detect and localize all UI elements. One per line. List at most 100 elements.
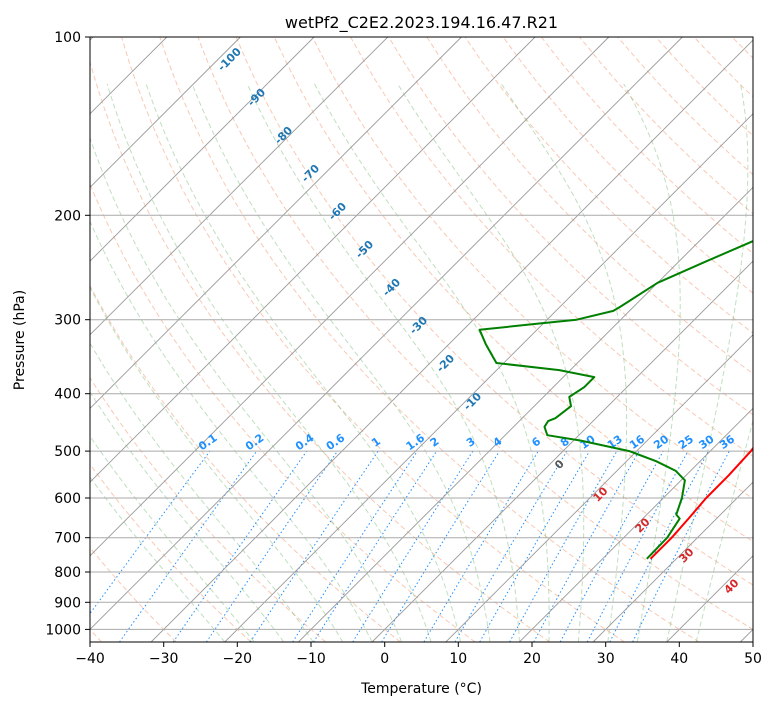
series-line (649, 446, 753, 560)
mixing-ratio-line (509, 450, 618, 642)
y-tick-label: 200 (54, 208, 81, 224)
mixing-ratio-line (313, 450, 438, 642)
y-tick-label: 900 (54, 595, 81, 611)
moist-adiabat-label: 20 (633, 515, 653, 535)
isotherm-line (298, 186, 753, 642)
series-line (478, 240, 753, 560)
isotherm-line (90, 37, 683, 631)
moist-adiabat-label: 10 (591, 484, 611, 504)
mixing-ratio-line (249, 450, 379, 642)
moist-adiabat-line (90, 476, 226, 642)
moist-adiabat-line (90, 286, 344, 642)
isotherm-line (90, 37, 536, 483)
isotherm-line (90, 37, 610, 557)
mixing-ratio-label: 36 (717, 432, 737, 452)
mixing-ratio-line (172, 450, 308, 642)
dry-adiabat-label: -100 (215, 45, 244, 74)
dry-adiabat-line (90, 182, 476, 642)
dry-adiabat-line (90, 376, 327, 642)
mixing-ratio-label: 6 (529, 435, 543, 450)
dry-adiabat-line (770, 37, 775, 642)
dry-adiabat-line (121, 37, 625, 642)
moist-adiabat-line (145, 83, 461, 642)
x-tick-label: −20 (223, 651, 253, 667)
mixing-ratio-label: 25 (676, 433, 696, 452)
dry-adiabat-line (273, 37, 753, 543)
x-tick-label: −40 (75, 651, 105, 667)
isotherm-line (592, 481, 753, 642)
x-tick-label: −30 (149, 651, 179, 667)
isotherm-line (371, 260, 753, 642)
moist-adiabat-line (695, 418, 753, 642)
moist-adiabat-line (191, 83, 491, 642)
x-tick-label: 50 (744, 651, 762, 667)
y-tick-label: 100 (54, 30, 81, 46)
dry-adiabat-label: -80 (272, 124, 295, 147)
mixing-ratio-label: 30 (696, 432, 716, 452)
moist-adiabat-label: 40 (722, 576, 742, 596)
chart-title: wetPf2_C2E2.2023.194.16.47.R21 (285, 13, 558, 33)
dry-adiabat-line (90, 284, 401, 642)
y-tick-label: 400 (54, 387, 81, 403)
mixing-ratio-line (454, 450, 568, 642)
axis-ticks: −40 −30 −20 −10 0 10 20 30 40 50 1000 900 800 700 600 5… (45, 30, 762, 667)
dry-adiabat-line (350, 37, 753, 458)
dry-adiabat-line (197, 37, 753, 630)
x-tick-label: 40 (670, 651, 688, 667)
mixing-ratio-line (292, 450, 418, 642)
moist-adiabat-line (90, 136, 403, 642)
dry-adiabat-label: -10 (461, 390, 484, 413)
y-tick-label: 600 (54, 491, 81, 507)
isotherm-line (90, 37, 315, 262)
dry-adiabat-line (90, 463, 252, 642)
y-tick-label: 500 (54, 444, 81, 460)
moist-adiabat-line (90, 435, 255, 642)
grid (90, 37, 753, 642)
dry-adiabat-line (159, 37, 700, 642)
x-tick-label: 30 (597, 651, 615, 667)
isotherm-line (90, 37, 462, 410)
mixing-ratio-label: 0.1 (196, 431, 219, 453)
dry-adiabat-line (90, 60, 551, 642)
mixing-ratio-line (381, 450, 500, 642)
mixing-ratio-line (352, 450, 474, 642)
mixing-ratio-label: 16 (627, 432, 647, 452)
dry-adiabat-line (464, 37, 753, 334)
moist-adiabat-line (623, 83, 681, 642)
y-tick-label: 700 (54, 531, 81, 547)
moist-adiabat-line (246, 83, 520, 642)
isotherm-line (224, 113, 753, 642)
mixing-ratio-line (632, 450, 730, 642)
y-tick-label: 800 (54, 565, 81, 581)
dry-adiabat-line (655, 37, 753, 137)
mixing-ratio-label: 0.4 (293, 431, 317, 453)
x-tick-label: 10 (449, 651, 467, 667)
y-tick-label: 1000 (45, 622, 81, 638)
dry-adiabat-line (90, 546, 177, 642)
moist-adiabat-line (666, 83, 749, 642)
dry-adiabat-line (311, 37, 753, 500)
moist-adiabat-line (90, 220, 373, 642)
mixing-ratio-line (533, 450, 640, 642)
mixing-ratio-line (119, 450, 258, 642)
background-lines (90, 37, 775, 642)
x-tick-label: −10 (296, 651, 326, 667)
mixing-ratio-line (559, 450, 664, 642)
dry-adiabat-line (502, 37, 753, 294)
isotherm-line (90, 37, 241, 189)
y-tick-label: 300 (54, 313, 81, 329)
plot-frame (89, 36, 754, 643)
moist-adiabat-line (314, 83, 550, 642)
series-group (478, 240, 753, 560)
dry-adiabat-line (235, 37, 753, 586)
mixing-ratio-label: 1.6 (404, 431, 428, 453)
x-axis-label: Temperature (°C) (360, 681, 482, 697)
dry-adiabat-line (388, 37, 753, 416)
isotherm-line (740, 628, 753, 642)
mixing-ratio-line (586, 450, 689, 642)
dry-adiabat-line (426, 37, 753, 375)
moist-adiabat-line (397, 83, 585, 642)
moist-adiabat-line (90, 391, 285, 642)
zero-isotherm-label: 0 (552, 457, 567, 472)
